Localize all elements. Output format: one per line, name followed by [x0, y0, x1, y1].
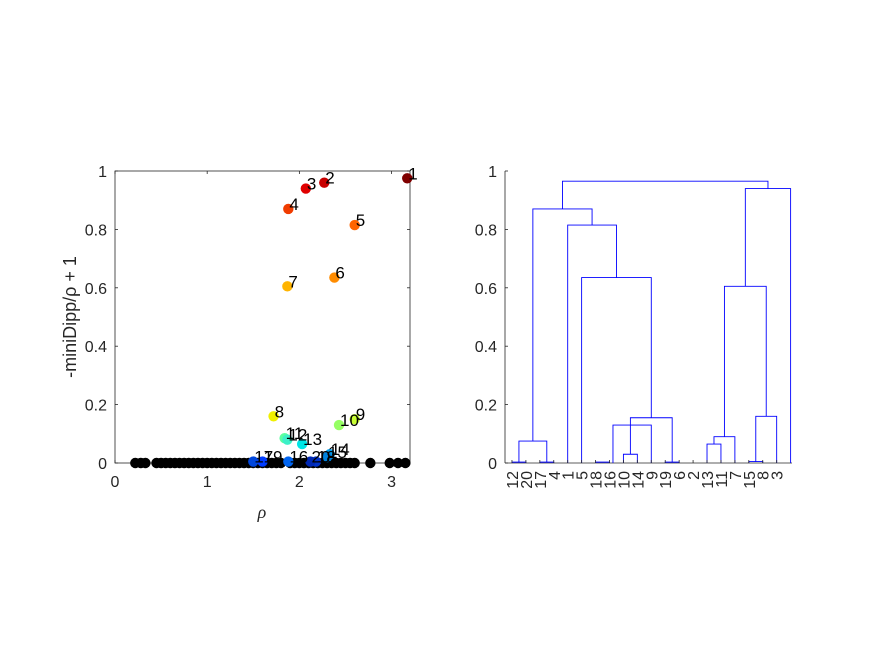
scatter-y-axis-label: -miniDipp/ρ + 1 [60, 256, 80, 378]
scatter-point-13 [296, 438, 308, 450]
scatter-point-label: 11 [286, 424, 304, 443]
dendrogram-y-tick-label: 0.4 [475, 339, 497, 356]
scatter-point-zero [384, 457, 395, 469]
scatter-point-7 [282, 281, 293, 292]
scatter-point-label: 14 [331, 440, 350, 459]
dendrogram-leaf-label: 17 [533, 471, 550, 489]
dendrogram-leaf-label: 7 [728, 471, 745, 480]
scatter-point-label: 15 [328, 443, 347, 462]
scatter-point-label: 8 [275, 402, 284, 421]
scatter-point-12 [282, 434, 293, 445]
scatter-point-19 [257, 456, 268, 467]
scatter-point-16 [283, 456, 294, 467]
scatter-point-label: 4 [289, 195, 298, 214]
scatter-point-label: 7 [288, 272, 297, 291]
scatter-point-label: 5 [356, 211, 365, 230]
scatter-y-tick-label: 0.8 [85, 222, 107, 239]
scatter-point-label: 20 [311, 448, 330, 467]
dendrogram-y-tick-label: 1 [488, 164, 497, 181]
dendrogram-axes: 00.20.40.60.81 1220174151816101491962131… [475, 164, 792, 489]
scatter-point-zero [365, 457, 376, 469]
scatter-point-20 [305, 456, 316, 467]
dendrogram-link [723, 285, 767, 437]
dendrogram-leaf-label: 9 [644, 471, 661, 480]
scatter-point-label: 16 [289, 448, 308, 467]
dendrogram-leaf-label: 16 [602, 471, 619, 489]
dendrogram-leaf-label: 15 [742, 471, 759, 489]
scatter-plot-area [114, 170, 411, 464]
scatter-point-label: 10 [340, 411, 359, 430]
scatter-point-2 [319, 177, 330, 188]
dendrogram-leaf-label: 11 [714, 471, 731, 488]
scatter-point-5 [349, 219, 360, 231]
dendrogram-link [612, 424, 652, 463]
scatter-point-6 [329, 272, 340, 283]
scatter-point-label: 17 [254, 448, 273, 467]
scatter-y-tick-label: 0 [98, 456, 107, 473]
dendrogram-leaf-label: 19 [658, 471, 675, 489]
dendrogram-y-tick-label: 0.6 [475, 281, 497, 298]
dendrogram-leaf-label: 5 [575, 471, 592, 480]
scatter-point-label: 6 [335, 264, 344, 283]
dendrogram-y-tick-label: 0 [488, 456, 497, 473]
scatter-point-15 [321, 451, 333, 463]
scatter-x-tick-label: 2 [295, 474, 304, 491]
dendrogram-link [755, 415, 778, 463]
scatter-point-zero [400, 457, 411, 469]
scatter-y-tick-label: 0.2 [85, 398, 107, 415]
dendrogram-link [532, 208, 593, 442]
dendrogram-leaf-label: 6 [672, 471, 689, 480]
dendrogram-link [567, 224, 617, 463]
dendrogram-link [562, 180, 769, 209]
dendrogram-leaf-label: 12 [505, 471, 522, 489]
scatter-point-zero [349, 457, 360, 469]
scatter-point-9 [349, 414, 360, 425]
dendrogram-link [622, 453, 638, 463]
dendrogram-link [706, 443, 722, 463]
dendrogram-leaf-label: 1 [561, 471, 578, 480]
scatter-y-tick-label: 0.4 [85, 339, 107, 356]
dendrogram-link [744, 188, 792, 463]
dendrogram-leaf-label: 4 [547, 471, 564, 480]
scatter-point-label: 13 [303, 430, 322, 449]
dendrogram-leaf-label: 18 [589, 471, 606, 489]
scatter-point-3 [300, 183, 312, 194]
dendrogram-link [581, 277, 652, 463]
dendrogram-leaf-label: 8 [756, 471, 773, 480]
scatter-x-tick-label: 3 [387, 474, 396, 491]
scatter-point-label: 1 [408, 164, 417, 183]
scatter-point-zero [392, 457, 404, 469]
scatter-y-tick-label: 0.6 [85, 281, 107, 298]
dendrogram-link [713, 436, 736, 463]
dendrogram-y-tick-label: 0.8 [475, 222, 497, 239]
scatter-point-label: 3 [307, 175, 316, 194]
dendrogram-leaf-label: 2 [686, 471, 703, 480]
scatter-x-tick-label: 0 [111, 474, 120, 491]
dendrogram-leaf-label: 14 [630, 471, 647, 489]
dendrogram-leaf-label: 13 [700, 471, 717, 489]
scatter-x-axis-label: ρ [257, 502, 267, 522]
scatter-point-10 [333, 419, 345, 431]
scatter-point-zero [140, 457, 151, 469]
dendrogram-leaf-label: 3 [770, 471, 787, 480]
dendrogram-leaf-label: 20 [519, 471, 536, 489]
dendrogram-leaf-label: 10 [616, 471, 633, 489]
scatter-point-label: 2 [325, 169, 334, 188]
dendrogram-y-tick-label: 0.2 [475, 398, 497, 415]
dendrogram-link [518, 440, 548, 463]
scatter-point-8 [268, 411, 279, 422]
scatter-point-label: 19 [264, 448, 283, 467]
scatter-point-label: 18 [317, 448, 336, 467]
scatter-point-label: 9 [356, 405, 365, 424]
scatter-point-17 [248, 456, 259, 467]
scatter-point-1 [402, 173, 413, 184]
scatter-point-4 [283, 203, 294, 215]
scatter-x-tick-label: 1 [203, 474, 212, 491]
scatter-point-label: 12 [288, 426, 307, 445]
scatter-y-tick-label: 1 [98, 164, 107, 181]
